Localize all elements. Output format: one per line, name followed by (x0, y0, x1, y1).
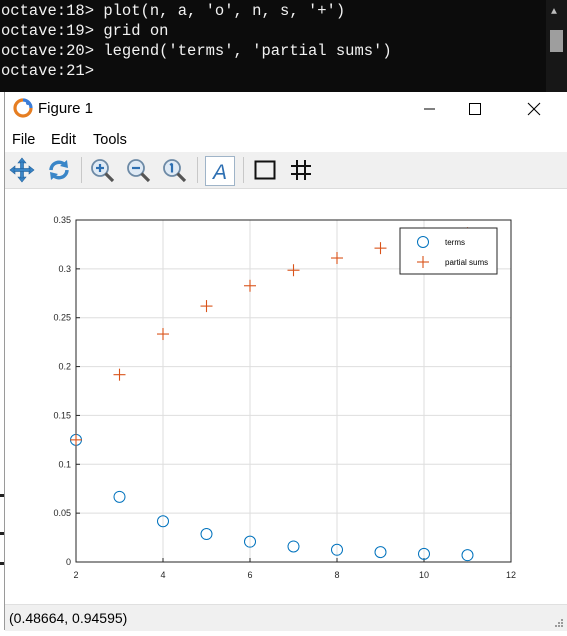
box-icon (254, 160, 276, 180)
terminal-line: octave:20> legend('terms', 'partial sums… (1, 42, 392, 60)
maximize-icon (469, 102, 481, 115)
grid-toggle-button[interactable] (287, 156, 315, 184)
y-tick-label: 0 (66, 557, 71, 567)
figure-window: Figure 1 File Edit Tools (4, 92, 567, 631)
zoom-out-button[interactable] (124, 156, 152, 184)
terms-point (331, 543, 343, 556)
zoom-out-icon (127, 159, 151, 183)
terminal-prompt[interactable]: octave:21> (1, 62, 104, 80)
title-bar[interactable]: Figure 1 (5, 92, 567, 125)
auto-axes-icon (163, 159, 187, 183)
terms-point (374, 546, 387, 559)
minimize-icon (424, 108, 435, 109)
cursor-coordinates: (0.48664, 0.94595) (9, 610, 128, 626)
auto-axes-button[interactable] (160, 156, 188, 184)
x-tick-label: 8 (334, 570, 339, 580)
scrollbar-thumb[interactable] (550, 30, 563, 52)
menu-tools[interactable]: Tools (93, 132, 127, 148)
legend-partial-sums-marker (417, 256, 429, 268)
scatter-chart[interactable]: 2 4 6 8 10 12 0 0.05 0.1 0.15 0.2 0.25 0.3 0.35 terms p… (5, 189, 567, 604)
scroll-up-icon[interactable]: ▲ (551, 7, 558, 18)
box-toggle-button[interactable] (251, 156, 279, 184)
svg-text:A: A (211, 161, 227, 184)
legend-terms-label: terms (445, 238, 465, 247)
partial-sums-point (374, 242, 387, 255)
grid-icon (291, 160, 311, 180)
y-tick-label: 0.15 (53, 410, 71, 420)
x-tick-label: 12 (506, 570, 516, 580)
background-window-edge (0, 630, 567, 636)
octave-logo-icon (13, 98, 33, 118)
x-tick-label: 4 (160, 570, 165, 580)
zoom-in-button[interactable] (88, 156, 116, 184)
terms-point (244, 535, 256, 548)
partial-sums-point (331, 252, 343, 265)
partial-sums-point (244, 279, 256, 292)
partial-sums-point (200, 300, 213, 313)
menu-bar: File Edit Tools (5, 128, 567, 150)
y-tick-label: 0.05 (53, 508, 71, 518)
menu-file[interactable]: File (12, 132, 36, 148)
terminal-window[interactable]: octave:18> plot(n, a, 'o', n, s, '+') oc… (0, 0, 567, 92)
y-tick-label: 0.35 (53, 215, 71, 225)
terms-point (200, 528, 213, 541)
legend-terms-marker (417, 236, 429, 248)
terms-point (461, 549, 474, 562)
y-tick-label: 0.2 (58, 362, 71, 372)
window-title: Figure 1 (38, 100, 94, 117)
maximize-button[interactable] (452, 92, 498, 125)
status-bar: (0.48664, 0.94595) (5, 604, 567, 631)
legend-box (399, 227, 498, 275)
x-tick-label: 2 (73, 570, 78, 580)
partial-sums-point (70, 433, 82, 446)
resize-grip-icon[interactable] (554, 618, 564, 628)
rotate-icon (49, 160, 69, 180)
terms-point (418, 547, 430, 560)
partial-sums-point (113, 368, 126, 381)
pan-icon (9, 157, 35, 183)
plot-area[interactable]: 2 4 6 8 10 12 0 0.05 0.1 0.15 0.2 0.25 0.3 0.35 terms p… (5, 189, 567, 604)
insert-text-button[interactable]: A (205, 156, 235, 186)
partial-sums-point (287, 264, 300, 277)
zoom-in-icon (91, 159, 115, 183)
terms-point (287, 540, 300, 553)
minimize-button[interactable] (407, 92, 453, 125)
terms-point (157, 515, 169, 528)
background-window-edge (0, 92, 4, 636)
toolbar: A (5, 152, 567, 189)
axes-box (75, 219, 512, 563)
terminal-line: octave:18> plot(n, a, 'o', n, s, '+') (1, 2, 346, 20)
pan-button[interactable] (8, 156, 36, 184)
insert-text-icon: A (211, 161, 227, 184)
y-tick-label: 0.25 (53, 313, 71, 323)
close-button[interactable] (511, 92, 557, 125)
legend-partial-sums-label: partial sums (445, 258, 488, 267)
terminal-scrollbar[interactable]: ▲ (546, 0, 567, 92)
rotate-button[interactable] (45, 156, 73, 184)
terminal-line: octave:19> grid on (1, 22, 169, 40)
partial-sums-point (157, 328, 169, 341)
terms-point (113, 490, 126, 503)
y-tick-label: 0.3 (58, 264, 71, 274)
y-tick-label: 0.1 (58, 459, 71, 469)
menu-edit[interactable]: Edit (51, 132, 76, 148)
axes-background (76, 220, 511, 562)
close-icon (527, 102, 541, 115)
x-tick-label: 10 (419, 570, 429, 580)
x-tick-label: 6 (247, 570, 252, 580)
